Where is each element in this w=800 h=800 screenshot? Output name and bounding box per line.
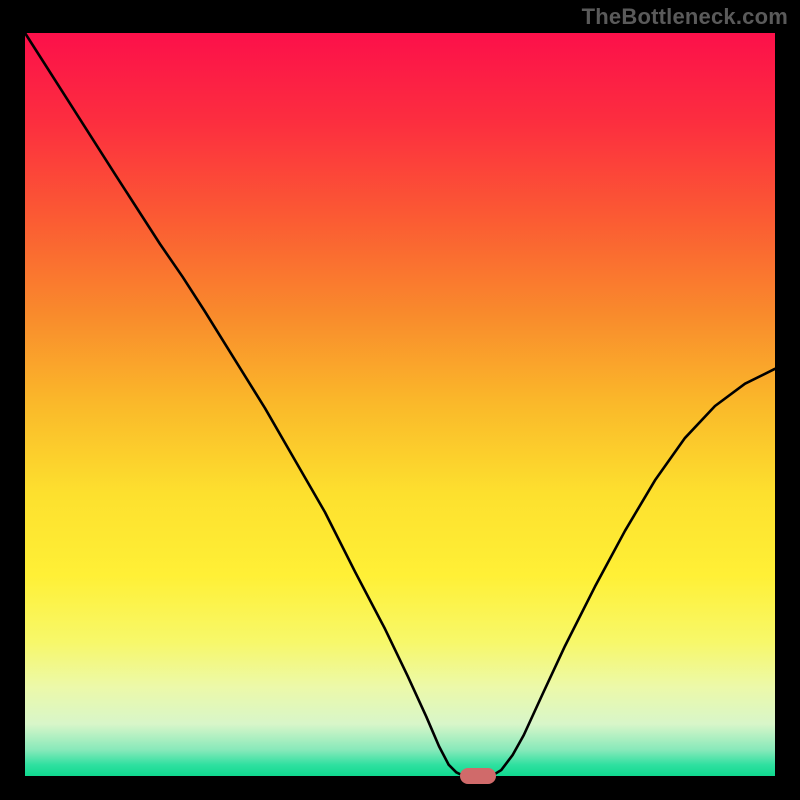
chart-container: TheBottleneck.com [0,0,800,800]
gradient-background [25,33,775,776]
watermark-text: TheBottleneck.com [582,4,788,30]
optimum-marker [460,768,496,784]
bottleneck-chart [0,0,800,800]
